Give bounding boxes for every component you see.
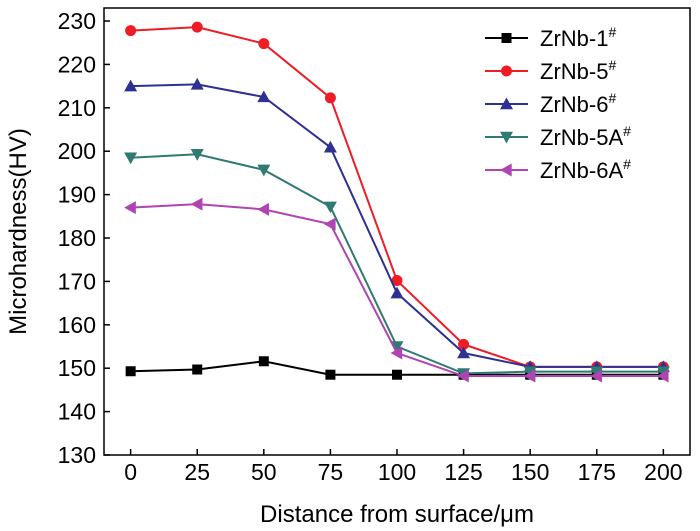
data-point bbox=[124, 79, 138, 92]
legend-label: ZrNb-5A# bbox=[540, 123, 631, 150]
legend-label: ZrNb-5# bbox=[540, 57, 616, 84]
data-point bbox=[656, 369, 669, 383]
legend-entry: ZrNb-5# bbox=[485, 57, 616, 84]
y-tick-label: 170 bbox=[58, 268, 96, 294]
y-tick-label: 190 bbox=[58, 182, 96, 208]
data-point bbox=[523, 366, 537, 379]
x-tick-label: 175 bbox=[578, 459, 616, 485]
legend-marker bbox=[500, 97, 513, 110]
legend-sup: # bbox=[608, 24, 616, 40]
legend-marker bbox=[501, 33, 512, 43]
data-point bbox=[392, 369, 402, 380]
legend-marker bbox=[500, 131, 513, 144]
data-point bbox=[124, 152, 138, 165]
series-4 bbox=[124, 149, 670, 380]
y-tick-label: 150 bbox=[58, 355, 96, 381]
y-tick-label: 130 bbox=[58, 442, 96, 468]
x-tick-label: 25 bbox=[184, 459, 210, 485]
legend-label: ZrNb-6A# bbox=[540, 156, 631, 183]
x-axis-label: Distance from surface/μm bbox=[260, 501, 534, 528]
x-tick-label: 75 bbox=[318, 459, 344, 485]
data-point bbox=[390, 341, 404, 354]
data-point bbox=[590, 366, 604, 379]
series-3 bbox=[124, 77, 670, 373]
data-point bbox=[190, 149, 204, 161]
legend-entry: ZrNb-1# bbox=[485, 24, 616, 51]
x-tick-label: 100 bbox=[378, 459, 416, 485]
series-5 bbox=[124, 197, 669, 383]
legend-entry: ZrNb-6# bbox=[485, 90, 616, 117]
legend-name: ZrNb-5A bbox=[540, 125, 623, 150]
data-point bbox=[258, 356, 269, 367]
data-point bbox=[323, 140, 337, 153]
y-tick-label: 140 bbox=[58, 399, 96, 425]
data-point bbox=[257, 90, 271, 103]
data-point bbox=[323, 217, 336, 231]
legend-label: ZrNb-6# bbox=[540, 90, 616, 117]
data-point bbox=[457, 369, 469, 383]
data-point bbox=[523, 369, 536, 383]
y-tick-label: 220 bbox=[58, 51, 96, 77]
legend-name: ZrNb-6A bbox=[540, 158, 623, 183]
data-point bbox=[192, 364, 203, 375]
legend-marker bbox=[500, 163, 512, 177]
data-point bbox=[324, 92, 336, 104]
legend-sup: # bbox=[608, 90, 616, 106]
data-point bbox=[125, 366, 136, 377]
legend: ZrNb-1#ZrNb-5#ZrNb-6#ZrNb-5A#ZrNb-6A# bbox=[485, 24, 631, 183]
legend-name: ZrNb-6 bbox=[540, 92, 608, 117]
data-point bbox=[190, 197, 203, 211]
data-point bbox=[656, 366, 670, 379]
legend-entry: ZrNb-5A# bbox=[485, 123, 631, 150]
legend-name: ZrNb-1 bbox=[540, 26, 608, 51]
legend-sup: # bbox=[623, 156, 631, 172]
data-point bbox=[125, 25, 137, 37]
y-tick-label: 160 bbox=[58, 312, 96, 338]
x-tick-label: 200 bbox=[644, 459, 682, 485]
legend-name: ZrNb-5 bbox=[540, 59, 608, 84]
y-tick-label: 180 bbox=[58, 225, 96, 251]
data-point bbox=[458, 338, 470, 350]
data-point bbox=[590, 369, 602, 383]
y-tick-label: 210 bbox=[58, 95, 96, 121]
data-point bbox=[457, 346, 471, 359]
legend-marker bbox=[501, 65, 512, 77]
legend-sup: # bbox=[623, 123, 631, 139]
data-point bbox=[391, 275, 403, 287]
data-point bbox=[325, 369, 336, 380]
data-point bbox=[323, 201, 337, 214]
data-point bbox=[190, 77, 204, 90]
x-tick-label: 150 bbox=[511, 459, 549, 485]
legend-entry: ZrNb-6A# bbox=[485, 156, 631, 183]
axes: 0 25 50 75 100 125 150 175 200 130 140 150 160 170 180… bbox=[58, 8, 683, 485]
x-tick-label: 50 bbox=[251, 459, 277, 485]
data-point bbox=[257, 164, 271, 177]
data-point bbox=[191, 21, 203, 33]
x-tick-label: 125 bbox=[444, 459, 482, 485]
data-point bbox=[257, 202, 270, 216]
chart-marks bbox=[124, 21, 670, 383]
data-point bbox=[124, 201, 136, 215]
x-tick-label: 0 bbox=[124, 459, 137, 485]
legend-label: ZrNb-1# bbox=[540, 24, 616, 51]
y-tick-label: 230 bbox=[58, 8, 96, 34]
series-line bbox=[130, 153, 664, 375]
y-tick-label: 200 bbox=[58, 138, 96, 164]
data-point bbox=[258, 38, 270, 50]
y-axis-label: Microhardness(HV) bbox=[5, 128, 32, 335]
data-point bbox=[390, 286, 404, 299]
data-point bbox=[390, 346, 403, 360]
legend-sup: # bbox=[608, 57, 616, 73]
